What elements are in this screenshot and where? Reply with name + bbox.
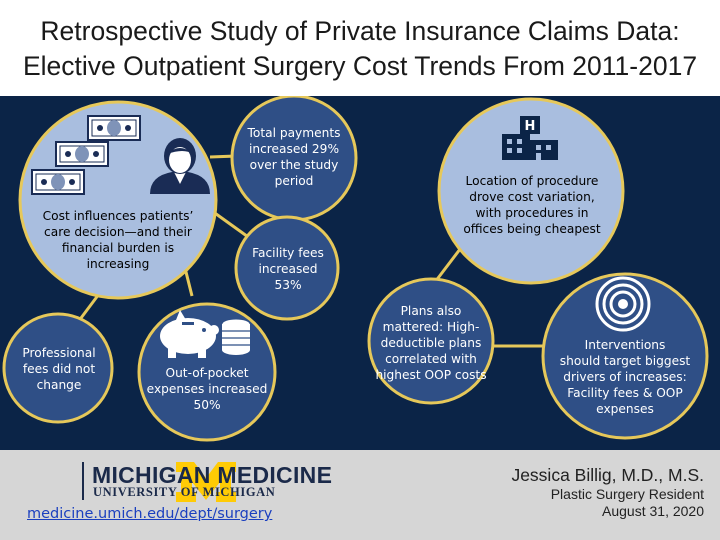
circle-interventions	[541, 272, 709, 440]
title-line-1: Retrospective Study of Private Insurance…	[40, 16, 680, 46]
infographic-panel: H Cost influences patients’ care decisio…	[0, 96, 720, 450]
location-line: offices being cheapest	[463, 222, 601, 236]
brand-name: MICHIGAN MEDICINE	[92, 462, 333, 488]
location-line: drove cost variation,	[469, 190, 595, 204]
piggy-bank-icon	[160, 310, 219, 358]
interventions-line: Facility fees & OOP	[567, 386, 683, 400]
main-line: financial burden is	[61, 241, 175, 255]
connector-diagram: H	[2, 96, 709, 442]
plans-text: Plans also mattered: High- deductible pl…	[370, 302, 492, 384]
oop-expenses-text: Out-of-pocket expenses increased 50%	[140, 364, 274, 414]
author-name: Jessica Billig, M.D., M.S.	[511, 465, 704, 485]
plans-line: mattered: High-	[382, 320, 480, 334]
circle-professional	[2, 312, 114, 424]
total-line: Total payments	[247, 126, 341, 140]
money-bills-icon	[31, 115, 141, 195]
location-line: with procedures in	[475, 206, 589, 220]
total-line: period	[274, 174, 314, 188]
location-text: Location of procedure drove cost variati…	[446, 172, 618, 238]
interventions-line: Interventions	[584, 338, 666, 352]
author-block: Jessica Billig, M.D., M.S. Plastic Surge…	[511, 464, 704, 520]
department-link[interactable]: medicine.umich.edu/dept/surgery	[27, 506, 273, 522]
author-date: August 31, 2020	[602, 503, 704, 519]
interventions-text: Interventions should target biggest driv…	[548, 336, 702, 418]
total-line: increased 29%	[248, 142, 340, 156]
circle-location	[437, 97, 625, 285]
footer	[0, 450, 720, 540]
circle-plans	[367, 277, 495, 405]
plans-line: deductible plans	[380, 336, 482, 350]
interventions-line: expenses	[596, 402, 654, 416]
hospital-icon: H	[502, 116, 558, 160]
title-line-2: Elective Outpatient Surgery Cost Trends …	[22, 51, 698, 81]
interventions-line: should target biggest	[559, 354, 691, 368]
location-line: Location of procedure	[465, 174, 599, 188]
author-role: Plastic Surgery Resident	[550, 486, 704, 502]
interventions-line: drivers of increases:	[563, 370, 687, 384]
plans-line: highest OOP costs	[375, 368, 487, 382]
facility-line: Facility fees	[252, 246, 324, 260]
oop-line: expenses increased	[146, 382, 268, 396]
oop-line: 50%	[193, 398, 221, 412]
total-payments-text: Total payments increased 29% over the st…	[238, 124, 350, 190]
main-node-text: Cost influences patients’ care decision—…	[28, 208, 208, 272]
facility-fees-text: Facility fees increased 53%	[242, 244, 334, 294]
block-m-logo	[176, 462, 236, 502]
hospital-icon-letter: H	[525, 119, 536, 134]
main-line: care decision—and their	[44, 225, 192, 239]
professional-line: fees did not	[22, 362, 96, 376]
professional-line: change	[36, 378, 82, 392]
circle-facility	[234, 215, 340, 321]
professional-fees-text: Professional fees did not change	[10, 344, 108, 394]
facility-line: increased	[258, 262, 318, 276]
facility-line: 53%	[274, 278, 302, 292]
professional-line: Professional	[22, 346, 96, 360]
main-line: increasing	[86, 257, 150, 271]
main-line: Cost influences patients’	[42, 209, 194, 223]
target-icon	[595, 276, 651, 332]
plans-line: Plans also	[400, 304, 462, 318]
coin-stack-icon	[221, 318, 251, 355]
oop-line: Out-of-pocket	[165, 366, 249, 380]
total-line: over the study	[249, 158, 339, 172]
university-name: UNIVERSITY OF MICHIGAN	[93, 485, 276, 499]
logo-divider	[82, 462, 84, 500]
page-title: Retrospective Study of Private Insurance…	[0, 14, 720, 84]
person-icon	[150, 138, 210, 194]
plans-line: correlated with	[385, 352, 477, 366]
